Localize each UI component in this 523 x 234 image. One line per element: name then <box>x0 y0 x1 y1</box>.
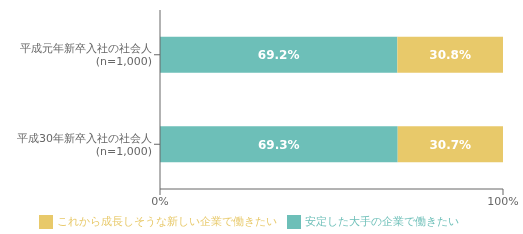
svg-text:平成30年新卒入社の社会人(n=1,000): 平成30年新卒入社の社会人(n=1,000) <box>17 132 152 158</box>
html-text:これから成長しそうな新しい企業で働きたい: これから成長しそうな新しい企業で働きたい <box>57 215 277 228</box>
svg-text:平成元年新卒入社の社会人(n=1,000): 平成元年新卒入社の社会人(n=1,000) <box>20 42 152 68</box>
svg-text:0%: 0% <box>151 195 168 208</box>
svg-text:30.8%: 30.8% <box>429 48 471 62</box>
svg-text:30.7%: 30.7% <box>430 138 472 152</box>
svg-text:100%: 100% <box>487 195 515 208</box>
html-text:安定した大手の企業で働きたい: 安定した大手の企業で働きたい <box>305 215 459 228</box>
svg-text:69.2%: 69.2% <box>258 48 300 62</box>
svg-text:69.3%: 69.3% <box>258 138 300 152</box>
